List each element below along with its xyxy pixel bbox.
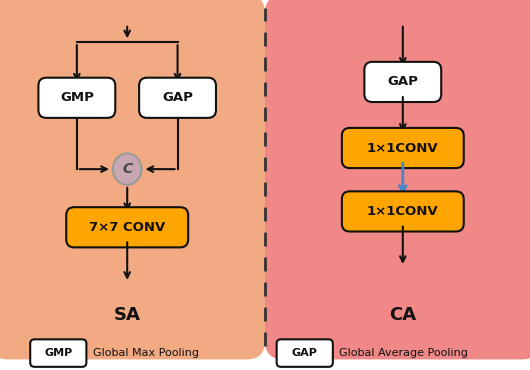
Text: GAP: GAP: [387, 75, 418, 88]
Text: SA: SA: [114, 306, 140, 323]
FancyBboxPatch shape: [30, 339, 86, 367]
FancyBboxPatch shape: [139, 78, 216, 118]
FancyBboxPatch shape: [342, 128, 464, 168]
Text: GAP: GAP: [292, 348, 317, 358]
FancyBboxPatch shape: [0, 0, 265, 359]
FancyBboxPatch shape: [265, 0, 530, 359]
Text: C: C: [122, 162, 132, 176]
Text: GMP: GMP: [60, 91, 94, 104]
Text: Global Max Pooling: Global Max Pooling: [93, 348, 199, 358]
FancyBboxPatch shape: [342, 191, 464, 232]
FancyBboxPatch shape: [277, 339, 333, 367]
Text: GAP: GAP: [162, 91, 193, 104]
Text: 1×1CONV: 1×1CONV: [367, 141, 439, 155]
FancyBboxPatch shape: [364, 62, 441, 102]
Text: GMP: GMP: [44, 348, 73, 358]
Text: 7×7 CONV: 7×7 CONV: [89, 221, 165, 234]
Text: CA: CA: [389, 306, 417, 323]
Text: 1×1CONV: 1×1CONV: [367, 205, 439, 218]
Ellipse shape: [113, 154, 142, 185]
Text: Global Average Pooling: Global Average Pooling: [339, 348, 468, 358]
FancyBboxPatch shape: [38, 78, 116, 118]
FancyBboxPatch shape: [66, 207, 188, 248]
